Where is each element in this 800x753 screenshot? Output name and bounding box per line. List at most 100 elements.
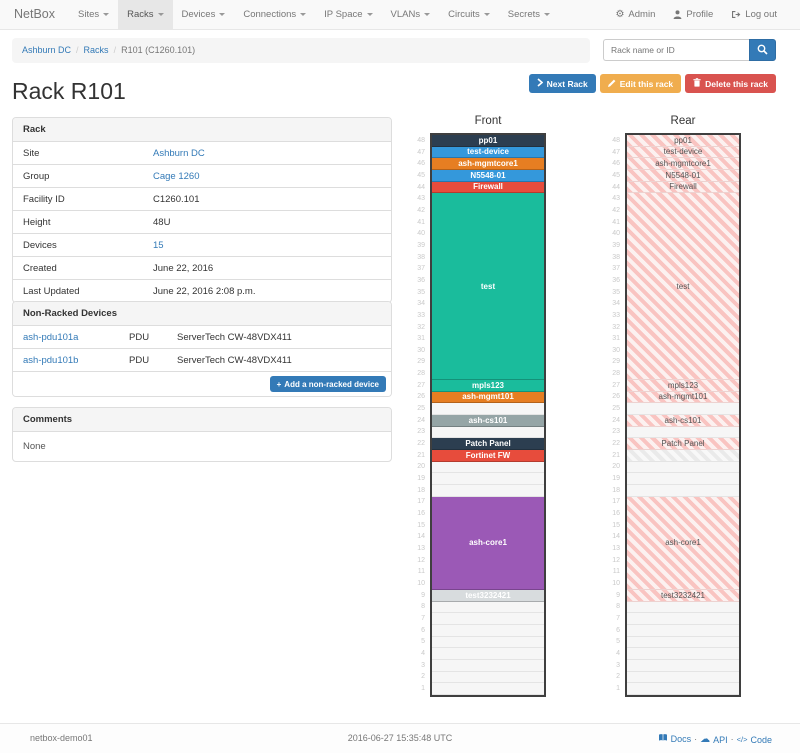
attr-label: Group (23, 170, 50, 182)
delete-rack-button[interactable]: Delete this rack (685, 74, 776, 93)
device-front-test[interactable]: test (432, 193, 544, 380)
device-rear-patch-panel[interactable]: Patch Panel (627, 438, 739, 450)
rack-attr-row: Facility ID C1260.101 (13, 187, 391, 210)
search-button[interactable] (749, 39, 776, 61)
device-front-ash-cs101[interactable]: ash-cs101 (432, 415, 544, 427)
unit-number-rear-40: 40 (612, 230, 620, 238)
nav-item-racks[interactable]: Racks (118, 0, 173, 29)
unit-number-rear-19: 19 (612, 475, 620, 483)
unit-number-front-3: 3 (421, 661, 425, 669)
nav-item-label: Connections (243, 9, 297, 20)
rack-panel: Rack Site Ashburn DC Group Cage 1260 Facilit… (12, 117, 392, 303)
page-title: Rack R101 (12, 78, 126, 104)
device-rear-test-device[interactable]: test-device (627, 146, 739, 159)
rack-unit-slot-rear-1 (627, 683, 739, 695)
unit-number-rear-47: 47 (612, 148, 620, 156)
device-front-fortinet-fw[interactable]: Fortinet FW (432, 450, 544, 462)
unit-number-front-13: 13 (417, 544, 425, 552)
edit-rack-button[interactable]: Edit this rack (599, 74, 682, 93)
device-front-ash-mgmt101[interactable]: ash-mgmt101 (432, 391, 544, 404)
footer-hostname: netbox-demo01 (30, 733, 93, 743)
device-front-test-device[interactable]: test-device (432, 146, 544, 159)
nav-item-circuits[interactable]: Circuits (439, 0, 499, 29)
unit-number-front-2: 2 (421, 673, 425, 681)
unit-number-front-35: 35 (417, 288, 425, 296)
rack-attr-row: Last Updated June 22, 2016 2:08 p.m. (13, 279, 391, 302)
footer-timestamp: 2016-06-27 15:35:48 UTC (347, 733, 453, 743)
rack-unit-slot-rear-5 (627, 636, 739, 649)
device-rear-test[interactable]: test (627, 193, 739, 380)
device-front-n5548-01[interactable]: N5548-01 (432, 170, 544, 182)
attr-value-link[interactable]: 15 (153, 239, 164, 251)
nav-item-devices[interactable]: Devices (173, 0, 235, 29)
device-name-link[interactable]: ash-pdu101b (23, 354, 79, 366)
rack-unit-slot-rear-8 (627, 601, 739, 614)
trash-icon (693, 78, 701, 89)
device-rear-firewall[interactable]: Firewall (627, 181, 739, 194)
device-rear-ash-mgmtcore1[interactable]: ash-mgmtcore1 (627, 158, 739, 170)
unit-number-rear-15: 15 (612, 521, 620, 529)
nav-item-ip-space[interactable]: IP Space (315, 0, 381, 29)
rack-unit-slot-front-20 (432, 461, 544, 474)
search-input[interactable] (603, 39, 749, 61)
add-nonracked-device-button[interactable]: + Add a non-racked device (269, 376, 386, 392)
device-rear-ash-cs101[interactable]: ash-cs101 (627, 415, 739, 427)
device-name-link[interactable]: ash-pdu101a (23, 331, 79, 343)
unit-number-rear-22: 22 (612, 440, 620, 448)
gear-icon: ⚙ (615, 8, 625, 20)
device-model-cell: ServerTech CW-48VDX411 (177, 331, 292, 343)
attr-value: June 22, 2016 (143, 257, 391, 279)
device-front-test3232421[interactable]: test3232421 (432, 590, 544, 602)
device-rear-mpls123[interactable]: mpls123 (627, 380, 739, 392)
next-rack-button[interactable]: Next Rack (528, 74, 596, 93)
chevron-down-icon (157, 13, 164, 16)
device-front-ash-mgmtcore1[interactable]: ash-mgmtcore1 (432, 158, 544, 170)
docs-link[interactable]: Docs (658, 733, 691, 744)
device-front-mpls123[interactable]: mpls123 (432, 380, 544, 392)
device-rear-fortinet-fw (627, 450, 739, 462)
device-model-cell: ServerTech CW-48VDX411 (177, 354, 292, 366)
cloud-icon: ☁ (700, 734, 711, 745)
rack-unit-slot-front-23 (432, 426, 544, 439)
unit-number-rear-10: 10 (612, 579, 620, 587)
device-front-ash-core1[interactable]: ash-core1 (432, 496, 544, 590)
nav-item-profile[interactable]: Profile (664, 0, 722, 29)
footer: netbox-demo01 2016-06-27 15:35:48 UTC Do… (0, 723, 800, 753)
comments-panel: Comments None (12, 407, 392, 462)
device-rear-pp01[interactable]: pp01 (627, 135, 739, 147)
device-rear-n5548-01[interactable]: N5548-01 (627, 170, 739, 182)
rack-unit-slot-front-5 (432, 636, 544, 649)
unit-number-rear-45: 45 (612, 171, 620, 179)
unit-number-rear-46: 46 (612, 160, 620, 168)
unit-number-front-22: 22 (417, 440, 425, 448)
unit-number-rear-44: 44 (612, 183, 620, 191)
unit-number-front-9: 9 (421, 591, 425, 599)
nav-item-logout[interactable]: Log out (722, 0, 786, 29)
nav-item-admin[interactable]: ⚙ Admin (606, 0, 664, 29)
unit-number-front-46: 46 (417, 160, 425, 168)
device-rear-ash-mgmt101[interactable]: ash-mgmt101 (627, 391, 739, 404)
device-rear-test3232421[interactable]: test3232421 (627, 590, 739, 602)
attr-value-link[interactable]: Cage 1260 (153, 170, 200, 182)
pencil-icon (607, 79, 616, 89)
nav-item-label: Admin (628, 9, 656, 20)
unit-number-rear-2: 2 (616, 673, 620, 681)
attr-value-link[interactable]: Ashburn DC (153, 147, 205, 159)
nav-item-connections[interactable]: Connections (234, 0, 315, 29)
breadcrumb-item[interactable]: Racks (83, 45, 109, 55)
api-link[interactable]: ☁ API (700, 734, 728, 745)
nav-item-secrets[interactable]: Secrets (499, 0, 559, 29)
device-front-patch-panel[interactable]: Patch Panel (432, 438, 544, 450)
device-front-pp01[interactable]: pp01 (432, 135, 544, 147)
code-link[interactable]: </> Code (737, 735, 772, 745)
brand-netbox[interactable]: NetBox (14, 7, 55, 21)
rack-unit-slot-front-6 (432, 625, 544, 637)
nav-item-vlans[interactable]: VLANs (382, 0, 440, 29)
unit-number-front-10: 10 (417, 579, 425, 587)
device-front-firewall[interactable]: Firewall (432, 181, 544, 194)
unit-number-rear-6: 6 (616, 626, 620, 634)
breadcrumb-item[interactable]: Ashburn DC (22, 45, 72, 55)
nav-item-sites[interactable]: Sites (69, 0, 118, 29)
device-rear-ash-core1[interactable]: ash-core1 (627, 496, 739, 590)
